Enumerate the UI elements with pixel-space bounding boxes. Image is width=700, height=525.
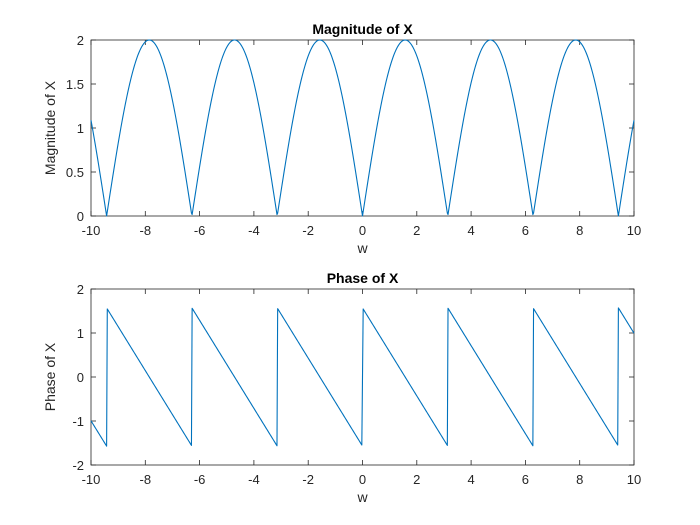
x-tick-label: -10 <box>82 223 101 238</box>
x-tick-label: 10 <box>627 223 641 238</box>
x-tick-label: -10 <box>82 472 101 487</box>
y-tick-label: 1.5 <box>66 77 84 92</box>
x-tick-label: -6 <box>194 472 206 487</box>
x-tick-label: 10 <box>627 472 641 487</box>
magnitude-x-axis-label: w <box>356 240 368 256</box>
phase-series-line <box>90 307 635 447</box>
y-tick-label: 1 <box>77 121 84 136</box>
phase-plot-title: Phase of X <box>327 270 399 286</box>
x-tick-label: -4 <box>248 472 260 487</box>
x-tick-label: -8 <box>140 472 152 487</box>
y-tick-label: 0 <box>77 209 84 224</box>
y-tick-label: 0.5 <box>66 165 84 180</box>
x-tick-label: 4 <box>467 223 474 238</box>
magnitude-y-axis-label: Magnitude of X <box>42 80 58 175</box>
magnitude-subplot: -10 -8 -6 -4 -2 0 2 4 6 8 10 0 0.5 1 1.5 2 Magnitude of… <box>42 21 641 256</box>
magnitude-plot-title: Magnitude of X <box>312 21 413 37</box>
magnitude-ticks: -10 -8 -6 -4 -2 0 2 4 6 8 10 0 0.5 1 1.5 2 <box>66 33 641 238</box>
x-tick-label: 2 <box>413 472 420 487</box>
y-tick-label: -1 <box>72 414 84 429</box>
x-tick-label: 6 <box>522 223 529 238</box>
y-tick-label: -2 <box>72 458 84 473</box>
x-tick-label: 8 <box>576 472 583 487</box>
x-tick-label: -4 <box>248 223 260 238</box>
phase-y-axis-label: Phase of X <box>42 342 58 411</box>
x-tick-label: 8 <box>576 223 583 238</box>
x-tick-label: 0 <box>359 472 366 487</box>
x-tick-label: 0 <box>359 223 366 238</box>
magnitude-series-line <box>90 39 635 217</box>
phase-x-axis-label: w <box>356 489 368 505</box>
x-tick-label: -6 <box>194 223 206 238</box>
magnitude-axes-box <box>90 39 635 217</box>
x-tick-label: 2 <box>413 223 420 238</box>
y-tick-label: 2 <box>77 33 84 48</box>
x-tick-label: -8 <box>140 223 152 238</box>
y-tick-label: 1 <box>77 326 84 341</box>
x-tick-label: 6 <box>522 472 529 487</box>
y-tick-label: 2 <box>77 282 84 297</box>
y-tick-label: 0 <box>77 370 84 385</box>
x-tick-label: -2 <box>302 472 314 487</box>
x-tick-label: -2 <box>302 223 314 238</box>
x-tick-label: 4 <box>467 472 474 487</box>
